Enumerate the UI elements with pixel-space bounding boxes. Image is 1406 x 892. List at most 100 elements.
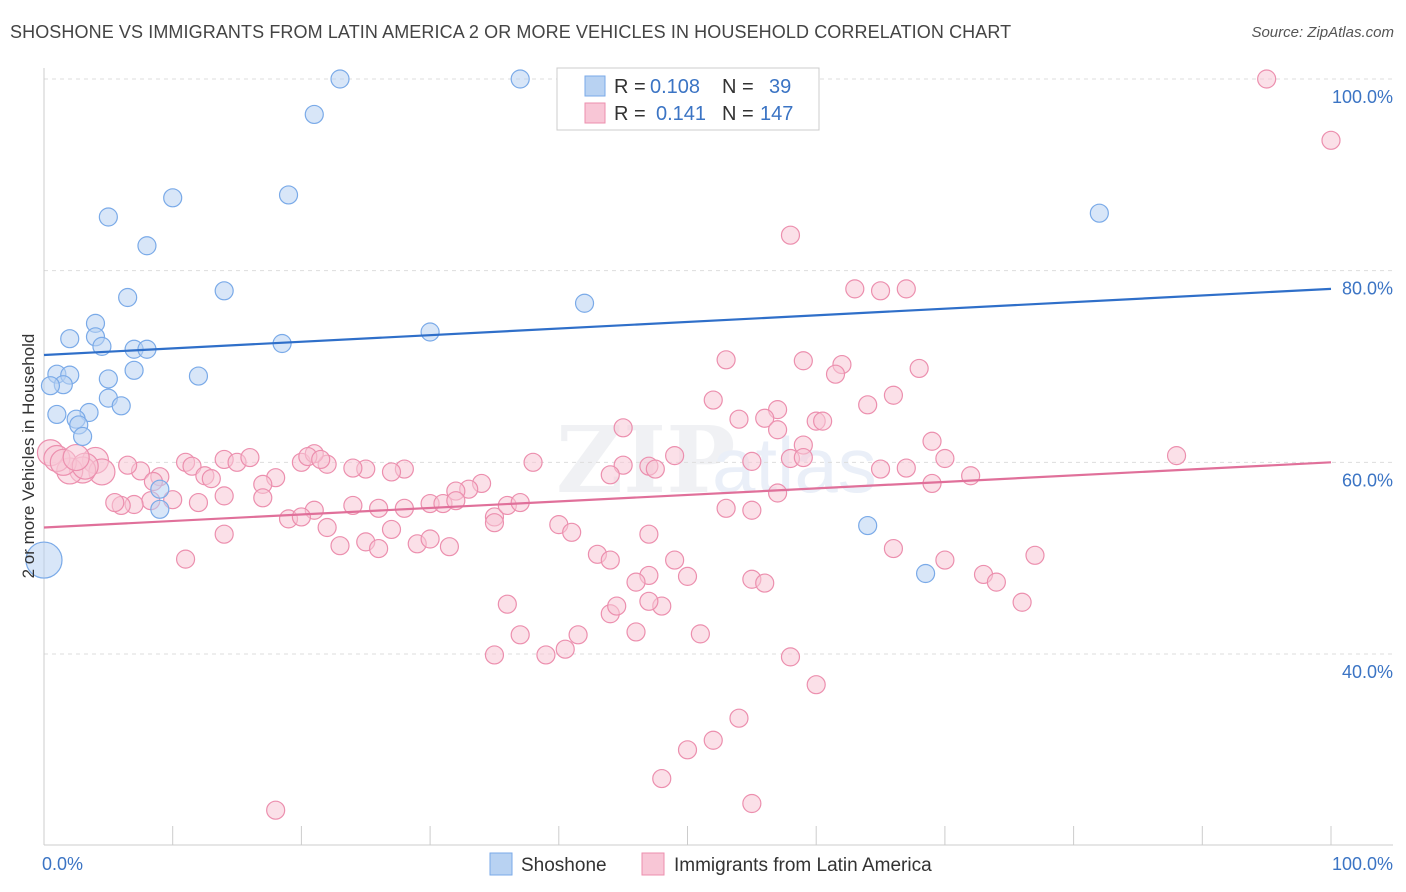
data-point — [652, 768, 672, 789]
data-point — [201, 469, 221, 489]
data-point — [420, 529, 440, 549]
data-point — [626, 622, 646, 642]
data-point — [25, 541, 63, 579]
data-point — [330, 69, 350, 89]
data-point — [825, 364, 846, 384]
data-point — [536, 645, 556, 665]
data-point — [266, 800, 286, 820]
data-point — [986, 572, 1006, 592]
data-point — [690, 624, 710, 644]
data-point — [98, 207, 118, 227]
data-point — [793, 351, 813, 371]
data-point — [311, 449, 331, 470]
data-point — [137, 236, 157, 256]
chart-title: SHOSHONE VS IMMIGRANTS FROM LATIN AMERIC… — [10, 22, 1012, 42]
data-point — [150, 499, 170, 519]
data-point — [716, 498, 736, 518]
data-point — [40, 376, 61, 396]
series-points-latin-america — [36, 69, 1341, 820]
data-point — [304, 104, 324, 125]
data-point — [182, 456, 202, 476]
data-point — [613, 418, 633, 438]
bottom-legend-label-shoshone: Shoshone — [521, 855, 607, 876]
legend-swatch-shoshone — [584, 75, 606, 97]
data-point — [677, 566, 698, 586]
legend-r-label-2: R = — [614, 103, 646, 125]
data-point — [870, 281, 891, 301]
data-point — [858, 515, 878, 536]
data-point — [105, 492, 125, 513]
data-point — [510, 69, 530, 89]
data-point — [639, 591, 659, 611]
data-point — [600, 465, 620, 485]
series-legend: Shoshone Immigrants from Latin America — [489, 852, 932, 876]
y-tick-label: 100.0% — [1332, 87, 1393, 107]
data-point — [896, 279, 916, 299]
data-point — [317, 517, 337, 538]
data-point — [896, 458, 916, 478]
bottom-legend-swatch-latin-america — [641, 852, 665, 876]
legend-r-value-2: 0.141 — [656, 103, 706, 125]
data-point — [1321, 130, 1341, 150]
data-point — [73, 426, 93, 447]
data-point — [163, 188, 183, 208]
data-point — [909, 358, 929, 379]
data-point — [214, 486, 234, 506]
y-tick-label: 60.0% — [1342, 470, 1393, 490]
data-point — [600, 550, 620, 570]
data-point — [574, 293, 595, 313]
data-point — [1257, 69, 1277, 89]
data-point — [858, 395, 878, 415]
data-point — [883, 538, 904, 559]
data-point — [665, 550, 685, 570]
data-point — [214, 524, 234, 544]
data-point — [381, 519, 402, 540]
data-point — [523, 452, 543, 472]
data-point — [369, 538, 389, 559]
data-point — [1089, 203, 1109, 223]
data-point — [716, 350, 736, 370]
data-point — [703, 730, 723, 750]
legend-r-label-1: R = — [614, 76, 646, 98]
data-point — [613, 455, 633, 475]
data-point — [607, 596, 627, 616]
data-point — [188, 366, 209, 386]
data-point — [369, 498, 389, 518]
data-point — [665, 446, 685, 466]
data-point — [330, 536, 350, 556]
data-point — [278, 185, 299, 205]
data-point — [915, 563, 936, 584]
grid-lines — [44, 78, 1393, 655]
data-point — [420, 322, 440, 342]
data-point — [703, 390, 723, 410]
data-point — [124, 360, 144, 380]
data-point — [62, 443, 90, 472]
data-point — [98, 369, 118, 389]
data-point — [922, 431, 942, 451]
data-point — [806, 675, 826, 695]
data-point — [510, 625, 530, 645]
y-axis-label: 2 or more Vehicles in Household — [19, 334, 38, 579]
data-point — [1166, 446, 1187, 466]
data-point — [780, 225, 801, 245]
y-tick-label: 40.0% — [1342, 662, 1393, 682]
legend-n-label-1: N = — [722, 76, 754, 98]
data-point — [163, 490, 183, 510]
legend-n-value-2: 147 — [760, 103, 793, 125]
data-point — [677, 740, 698, 760]
legend-r-value-1: 0.108 — [650, 76, 700, 98]
legend-n-value-1: 39 — [769, 76, 791, 98]
trend-lines — [43, 287, 1332, 529]
y-tick-label: 80.0% — [1342, 279, 1393, 299]
data-point — [1025, 545, 1045, 565]
data-point — [150, 479, 170, 499]
trend-line-latin-america — [43, 461, 1332, 529]
data-point — [935, 448, 955, 469]
data-point — [813, 411, 833, 431]
data-point — [645, 459, 665, 479]
data-point — [291, 507, 311, 527]
data-point — [870, 459, 891, 479]
data-point — [484, 513, 505, 533]
data-point — [446, 491, 466, 511]
